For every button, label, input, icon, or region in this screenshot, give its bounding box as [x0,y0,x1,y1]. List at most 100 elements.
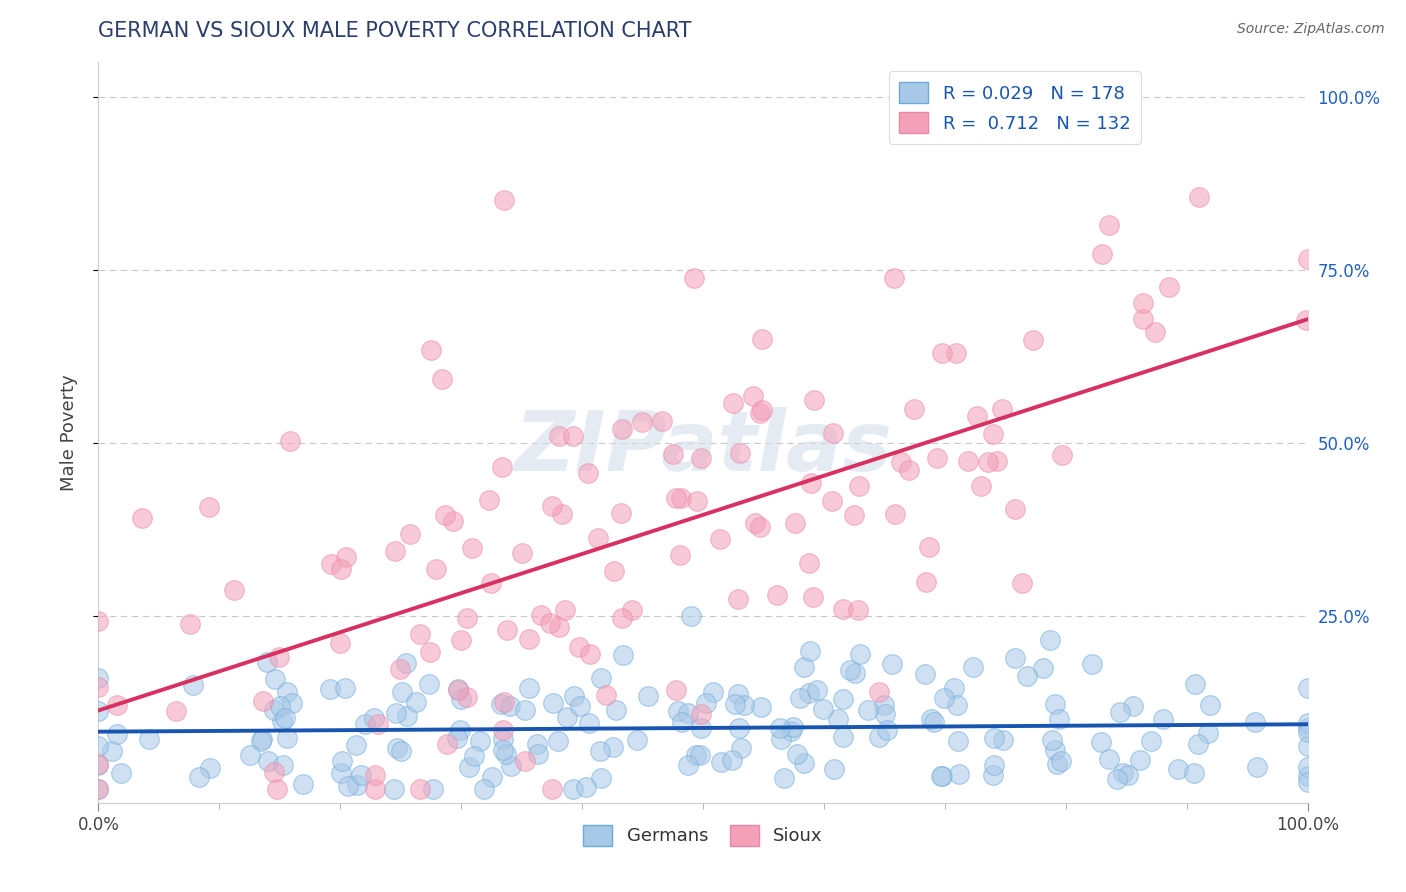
Point [513,754,536,768]
Point [946,734,969,748]
Point [1199,698,1222,713]
Point [274,711,297,725]
Point [924,715,946,730]
Point [256,656,278,670]
Point [562,689,585,703]
Point [751,332,773,346]
Point [364,768,387,782]
Point [468,733,491,747]
Point [948,766,970,780]
Point [651,414,673,428]
Point [690,722,713,736]
Point [110,765,132,780]
Point [751,403,773,417]
Point [1098,751,1121,765]
Point [770,731,793,746]
Point [499,759,522,773]
Point [576,466,599,480]
Point [387,741,409,756]
Point [457,760,479,774]
Point [420,343,443,357]
Point [883,271,905,285]
Point [405,696,427,710]
Point [330,562,353,576]
Point [441,514,464,528]
Point [1090,735,1112,749]
Legend: Germans, Sioux: Germans, Sioux [576,818,830,853]
Point [1296,775,1319,789]
Point [846,602,869,616]
Point [685,747,707,762]
Point [831,692,853,706]
Point [138,732,160,747]
Point [976,454,998,468]
Point [425,562,447,576]
Point [1167,762,1189,776]
Point [478,492,501,507]
Point [87,757,110,772]
Point [610,611,633,625]
Point [1296,760,1319,774]
Point [419,645,441,659]
Point [589,744,612,758]
Point [495,747,517,762]
Point [250,733,273,747]
Point [620,603,643,617]
Point [685,494,707,508]
Point [131,511,153,525]
Point [983,757,1005,772]
Point [1091,247,1114,261]
Point [385,706,408,721]
Point [239,748,262,763]
Point [1039,632,1062,647]
Point [586,531,609,545]
Point [920,713,942,727]
Point [333,681,356,695]
Point [527,747,550,762]
Point [1187,737,1209,751]
Point [87,739,110,753]
Point [780,724,803,739]
Point [671,491,693,506]
Point [662,446,685,460]
Point [1043,743,1066,757]
Point [1246,760,1268,774]
Point [751,699,773,714]
Point [806,683,828,698]
Point [730,741,752,756]
Point [695,697,717,711]
Point [626,733,648,747]
Point [766,588,789,602]
Point [876,723,898,737]
Point [603,564,626,578]
Point [529,608,551,623]
Point [733,698,755,712]
Point [772,771,794,785]
Point [931,346,953,360]
Point [689,747,711,762]
Point [499,699,522,714]
Point [681,609,703,624]
Point [187,770,209,784]
Point [1295,312,1317,326]
Point [422,781,444,796]
Point [1197,725,1219,739]
Point [991,402,1014,417]
Point [966,409,988,423]
Point [446,731,468,746]
Point [1296,739,1319,753]
Point [962,660,984,674]
Point [800,475,823,490]
Point [517,632,540,646]
Point [637,689,659,703]
Point [690,706,713,721]
Point [319,558,342,572]
Point [783,516,806,531]
Point [665,491,688,505]
Point [744,516,766,530]
Point [793,659,815,673]
Point [1105,772,1128,786]
Point [1111,766,1133,780]
Point [354,716,377,731]
Point [884,507,907,521]
